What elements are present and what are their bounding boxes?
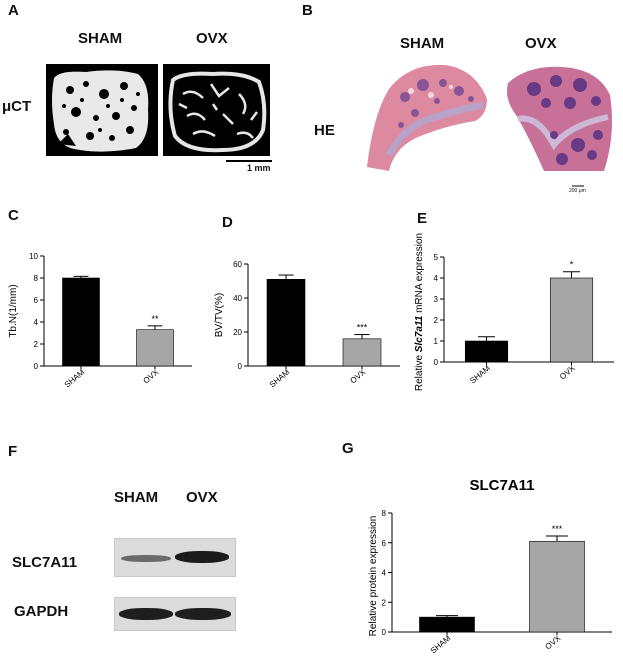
- chart-e-significance: *: [570, 260, 574, 270]
- he-scale-bar: [572, 185, 584, 187]
- chart-g-y-tick-label: 0: [382, 628, 387, 637]
- chart-d-bar-ovx: [342, 338, 382, 367]
- chart-c-x-tick-label: OVX: [142, 367, 161, 385]
- chart-c-y-tick-label: 8: [34, 274, 39, 283]
- chart-d-x-tick-label: OVX: [349, 367, 368, 385]
- chart-c-y-tick-label: 6: [34, 296, 39, 305]
- panel-letter-g: G: [342, 440, 354, 457]
- chart-d-y-tick-label: 20: [233, 328, 242, 337]
- chart-slc7a11-mrna: 0 1 2 3 4 5 Relative Slc7a11 mRNA expression SH…: [414, 233, 614, 391]
- chart-g-y-tick-label: 4: [382, 569, 387, 578]
- chart-d-y-tick-label: 60: [233, 260, 242, 269]
- he-image-sham: [365, 55, 490, 173]
- chart-c-y-label: Tb.N(1/mm): [8, 284, 19, 337]
- chart-g-x-tick-label: SHAM: [429, 633, 453, 655]
- blot-slc7a11: [114, 538, 236, 577]
- blot-gapdh: [114, 597, 236, 631]
- chart-g-title: SLC7A11: [469, 477, 534, 494]
- he-row-label: HE: [314, 122, 335, 139]
- chart-e-bar-sham: [464, 340, 509, 363]
- chart-d-y-label: BV/TV(%): [214, 293, 225, 337]
- panel-letter-f: F: [8, 443, 18, 460]
- chart-c-bar-sham: [62, 277, 100, 367]
- he-col-label-ovx: OVX: [525, 35, 557, 52]
- chart-g-significance: ***: [552, 524, 563, 534]
- chart-g-y-tick-label: 6: [382, 539, 387, 548]
- chart-e-x-tick-label: SHAM: [468, 363, 492, 385]
- wb-row-label-slc7a11: SLC7A11: [12, 554, 78, 571]
- chart-g-bar-ovx: [529, 540, 585, 633]
- he-image-ovx: [498, 55, 616, 173]
- microct-image-ovx: [163, 64, 270, 156]
- chart-d-bar-sham: [266, 278, 306, 367]
- wb-row-label-gapdh: GAPDH: [14, 603, 69, 620]
- chart-g-bar-sham: [419, 616, 475, 633]
- microct-image-sham: [46, 64, 158, 156]
- chart-c-y-tick-label: 10: [29, 252, 38, 261]
- chart-e-bar-ovx: [549, 277, 594, 363]
- ct-scale-bar: [226, 160, 272, 162]
- wb-col-label-ovx: OVX: [186, 489, 218, 506]
- chart-e-y-label: Relative Slc7a11 mRNA expression: [414, 233, 425, 391]
- ct-scale-bar-label: 1 mm: [247, 163, 271, 173]
- ct-col-label-ovx: OVX: [196, 30, 228, 47]
- chart-e-y-tick-label: 0: [434, 358, 439, 367]
- chart-e-y-tick-label: 2: [434, 316, 439, 325]
- panel-letter-a: A: [8, 2, 19, 19]
- chart-d-significance: ***: [357, 323, 368, 333]
- chart-g-y-tick-label: 8: [382, 509, 387, 518]
- chart-c-y-tick-label: 2: [34, 340, 39, 349]
- band-slc7a11-ovx: [175, 551, 229, 563]
- band-gapdh-sham: [119, 608, 173, 620]
- band-slc7a11-sham: [121, 555, 171, 562]
- wb-col-label-sham: SHAM: [114, 489, 159, 506]
- chart-c-y-tick-label: 0: [34, 362, 39, 371]
- he-scale-bar-label: 200 μm: [569, 188, 586, 194]
- chart-e-x-tick-label: OVX: [558, 363, 577, 381]
- chart-e-y-tick-label: 5: [434, 253, 439, 262]
- chart-bv-tv: 0 20 40 60 BV/TV(%) SHAM *** OVX: [214, 260, 400, 389]
- chart-c-y-tick-label: 4: [34, 318, 39, 327]
- chart-g-y-label: Relative protein expression: [368, 516, 379, 637]
- panel-letter-d: D: [222, 214, 233, 231]
- chart-d-y-tick-label: 0: [238, 362, 243, 371]
- chart-d-y-tick-label: 40: [233, 294, 242, 303]
- he-col-label-sham: SHAM: [400, 35, 445, 52]
- panel-letter-b: B: [302, 2, 313, 19]
- chart-e-y-tick-label: 3: [434, 295, 439, 304]
- chart-c-significance: **: [151, 314, 159, 324]
- chart-e-y-tick-label: 1: [434, 337, 439, 346]
- band-gapdh-ovx: [175, 608, 231, 620]
- panel-letter-e: E: [417, 210, 428, 227]
- panel-letter-c: C: [8, 207, 19, 224]
- chart-g-y-tick-label: 2: [382, 598, 387, 607]
- chart-g-x-tick-label: OVX: [544, 633, 563, 651]
- chart-tb-n: 0 2 4 6 8 10 Tb.N(1/mm) SHAM ** OVX: [8, 252, 192, 389]
- chart-c-bar-ovx: [136, 329, 174, 367]
- ct-row-label: μCT: [2, 98, 32, 115]
- chart-c-x-tick-label: SHAM: [63, 367, 87, 389]
- chart-d-x-tick-label: SHAM: [268, 367, 292, 389]
- chart-e-y-tick-label: 4: [434, 274, 439, 283]
- ct-col-label-sham: SHAM: [78, 30, 123, 47]
